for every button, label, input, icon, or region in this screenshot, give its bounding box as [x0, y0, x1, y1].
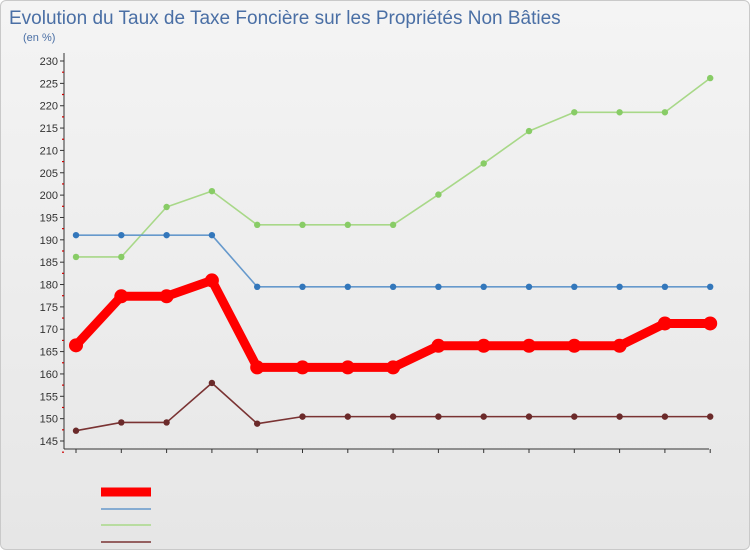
data-point — [707, 283, 714, 291]
y-tick-label: 215 — [40, 123, 58, 135]
data-point — [525, 127, 533, 135]
data-point — [703, 316, 718, 331]
y-tick-label: 150 — [40, 414, 58, 426]
data-point — [525, 413, 533, 420]
y-tick-label: 205 — [40, 168, 58, 180]
y-tick-label: 200 — [40, 190, 58, 202]
axes: 145 150 155 160 165 170 175 180 185 190 195 200 205 2… — [40, 53, 711, 453]
data-point — [163, 203, 170, 211]
data-point — [707, 413, 714, 420]
y-tick-label: 180 — [40, 280, 58, 292]
data-point — [114, 289, 129, 304]
data-point — [159, 289, 174, 304]
data-point — [254, 283, 261, 291]
data-point — [389, 221, 397, 229]
data-point — [661, 109, 669, 116]
data-point — [616, 283, 623, 291]
data-point — [254, 221, 261, 229]
series-0 — [69, 273, 718, 375]
data-point — [431, 338, 446, 353]
data-point — [661, 283, 669, 291]
data-point — [299, 221, 306, 229]
data-point — [612, 338, 627, 353]
data-point — [389, 283, 397, 291]
y-tick-label: 230 — [40, 56, 58, 68]
data-point — [522, 338, 536, 353]
data-point — [435, 191, 442, 198]
data-point — [571, 413, 578, 420]
data-point — [208, 187, 216, 195]
data-point — [571, 109, 578, 116]
y-tick-label: 175 — [40, 302, 58, 314]
series-line — [75, 382, 711, 432]
data-point — [435, 283, 442, 291]
data-point — [386, 360, 401, 375]
data-point — [389, 413, 397, 420]
data-point — [480, 283, 487, 291]
data-point — [118, 253, 125, 261]
data-point — [525, 283, 533, 291]
data-point — [295, 360, 310, 375]
data-point — [340, 360, 355, 375]
y-tick-label: 190 — [40, 235, 58, 247]
data-point — [72, 231, 80, 239]
data-point — [707, 74, 714, 82]
data-point — [250, 360, 265, 375]
data-point — [657, 316, 672, 331]
data-point — [163, 231, 170, 239]
chart-title: Evolution du Taux de Taxe Foncière sur l… — [9, 8, 561, 29]
data-point — [163, 419, 170, 426]
data-point — [616, 413, 623, 420]
series-layer — [69, 74, 718, 434]
data-point — [208, 379, 216, 387]
data-point — [344, 413, 351, 420]
data-point — [208, 231, 216, 239]
data-point — [254, 420, 261, 427]
y-tick-label: 185 — [40, 257, 58, 269]
series-line — [76, 234, 711, 288]
y-axis-unit: (en %) — [23, 32, 55, 44]
y-tick-label: 145 — [40, 436, 58, 448]
data-point — [118, 231, 125, 239]
data-point — [344, 283, 351, 291]
y-tick-label: 170 — [40, 324, 58, 336]
data-point — [571, 283, 578, 291]
y-tick-label: 195 — [40, 212, 58, 224]
data-point — [118, 419, 125, 426]
data-point — [435, 413, 442, 420]
data-point — [69, 338, 83, 353]
data-point — [616, 109, 623, 116]
series-2 — [72, 74, 714, 261]
y-tick-label: 210 — [40, 145, 58, 157]
data-point — [72, 253, 80, 261]
y-tick-label: 225 — [40, 78, 58, 90]
legend — [101, 487, 151, 543]
data-point — [204, 273, 219, 288]
data-point — [480, 160, 487, 167]
data-point — [299, 283, 306, 291]
y-tick-label: 155 — [40, 391, 58, 403]
series-line — [76, 77, 711, 258]
y-tick-label: 220 — [40, 101, 58, 113]
y-tick-label: 160 — [40, 369, 58, 381]
data-point — [480, 413, 487, 420]
y-tick-label: 165 — [40, 347, 58, 359]
data-point — [344, 221, 351, 229]
data-point — [567, 338, 582, 353]
data-point — [661, 413, 669, 420]
data-point — [72, 427, 80, 434]
data-point — [299, 413, 306, 420]
series-3 — [72, 379, 714, 434]
series-1 — [72, 231, 714, 291]
data-point — [476, 338, 491, 353]
